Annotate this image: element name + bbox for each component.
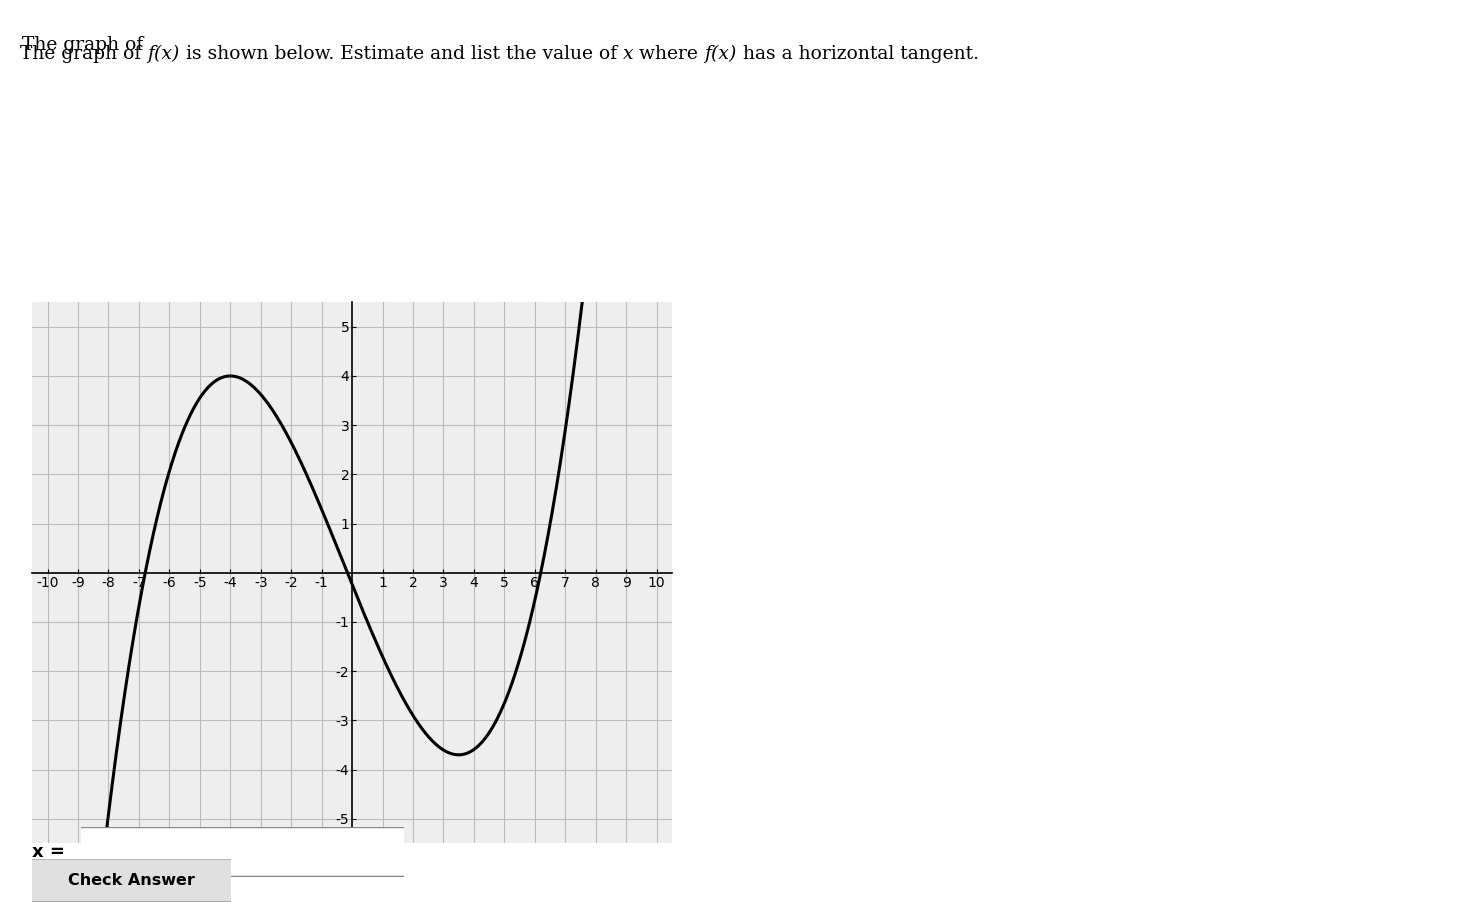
Text: x: x xyxy=(623,45,634,63)
Text: Check Answer: Check Answer xyxy=(68,873,196,888)
Text: x =: x = xyxy=(32,843,65,861)
FancyBboxPatch shape xyxy=(68,827,417,877)
Text: has a horizontal tangent.: has a horizontal tangent. xyxy=(736,45,979,63)
Text: f(x): f(x) xyxy=(704,45,736,63)
Text: The graph of: The graph of xyxy=(22,36,150,54)
Text: The graph of: The graph of xyxy=(21,45,147,63)
Text: is shown below. Estimate and list the value of: is shown below. Estimate and list the va… xyxy=(179,45,623,63)
Text: where: where xyxy=(634,45,704,63)
FancyBboxPatch shape xyxy=(25,859,238,902)
Text: f(x): f(x) xyxy=(147,45,179,63)
